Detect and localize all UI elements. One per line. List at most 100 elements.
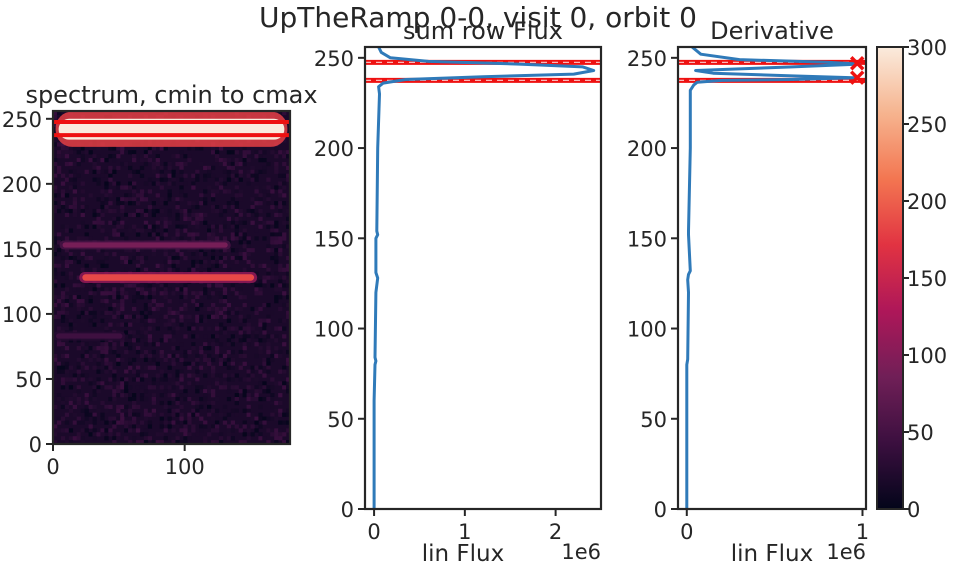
heatmap-cell [60, 181, 66, 186]
heatmap-cell [183, 436, 188, 441]
heatmap-cell [159, 400, 164, 406]
heatmap-cell [80, 428, 85, 433]
heatmap-cell [222, 263, 228, 269]
heatmap-cell [132, 330, 137, 335]
heatmap-cell [262, 373, 267, 378]
heatmap-cell [56, 165, 62, 171]
heatmap-cell [96, 408, 101, 413]
heatmap-cell [250, 154, 255, 159]
heatmap-cell [175, 377, 180, 382]
heatmap-cell [112, 346, 117, 351]
heatmap-cell [218, 224, 224, 229]
heatmap-cell [242, 440, 247, 445]
heatmap-cell [53, 424, 58, 429]
heatmap-cell [104, 357, 109, 363]
heatmap-cell [143, 255, 149, 261]
heatmap-cell [211, 291, 216, 296]
heatmap-cell [218, 440, 224, 445]
heatmap-cell [226, 326, 232, 331]
heatmap-cell [108, 322, 113, 327]
heatmap-cell [199, 197, 204, 202]
heatmap-cell [96, 177, 101, 182]
heatmap-cell [124, 224, 129, 229]
heatmap-cell [132, 201, 137, 206]
heatmap-cell [151, 201, 156, 206]
heatmap-cell [207, 173, 212, 178]
heatmap-cell [116, 185, 121, 190]
heatmap-cell [270, 432, 275, 437]
heatmap-cell [159, 263, 164, 269]
heatmap-cell [132, 193, 137, 198]
heatmap-cell [242, 326, 247, 331]
heatmap-cell [234, 236, 239, 241]
heatmap-cell [278, 236, 283, 241]
heatmap-cell [226, 318, 232, 323]
heatmap-cell [96, 389, 101, 394]
heatmap-cell [167, 365, 172, 370]
heatmap-cell [171, 169, 176, 174]
heatmap-cell [143, 267, 149, 272]
heatmap-cell [112, 389, 117, 394]
heatmap-cell [151, 393, 156, 398]
heatmap-cell [124, 197, 129, 202]
heatmap-cell [234, 400, 239, 406]
heatmap-cell [214, 424, 220, 429]
heatmap-cell [250, 173, 255, 178]
heatmap-cell [92, 393, 97, 398]
heatmap-cell [84, 310, 89, 316]
heatmap-cell [132, 393, 137, 398]
heatmap-cell [226, 248, 232, 253]
heatmap-cell [84, 393, 89, 398]
heatmap-cell [56, 428, 62, 433]
heatmap-cell [80, 197, 85, 202]
x-tick-label: 0 [367, 520, 380, 544]
heatmap-cell [143, 181, 149, 186]
heatmap-cell [254, 428, 259, 433]
heatmap-cell [76, 275, 81, 280]
heatmap-cell [64, 299, 70, 304]
heatmap-cell [242, 361, 247, 366]
heatmap-cell [191, 212, 196, 218]
heatmap-cell [151, 306, 156, 312]
heatmap-cell [254, 420, 259, 425]
y-tick-label: 100 [627, 318, 667, 342]
heatmap-cell [92, 314, 97, 319]
heatmap-cell [187, 232, 192, 237]
heatmap-cell [211, 232, 216, 237]
heatmap-cell [120, 302, 125, 308]
heatmap-cell [96, 165, 101, 171]
heatmap-cell [92, 436, 97, 441]
heatmap-cell [163, 373, 168, 378]
heatmap-cell [72, 295, 77, 300]
heatmap-cell [282, 373, 287, 378]
heatmap-cell [250, 369, 255, 374]
heatmap-cell [266, 220, 271, 225]
heatmap-cell [64, 259, 70, 265]
heatmap-cell [92, 389, 97, 394]
heatmap-cell [175, 326, 180, 331]
heatmap-cell [84, 408, 89, 413]
heatmap-cell [56, 193, 62, 198]
heatmap-cell [175, 408, 180, 413]
heatmap-cell [179, 318, 184, 323]
heatmap-cell [159, 197, 164, 202]
heatmap-cell [211, 373, 216, 378]
heatmap-cell [266, 248, 271, 253]
heatmap-cell [143, 283, 149, 288]
heatmap-cell [104, 299, 109, 304]
heatmap-cell [242, 161, 247, 167]
heatmap-cell [175, 267, 180, 272]
heatmap-cell [76, 299, 81, 304]
heatmap-cell [274, 326, 279, 331]
heatmap-cell [234, 291, 239, 296]
heatmap-cell [179, 353, 184, 359]
heatmap-cell [266, 193, 271, 198]
heatmap-cell [274, 224, 279, 229]
heatmap-cell [163, 420, 168, 425]
heatmap-cell [270, 412, 275, 417]
y-tick-label: 0 [654, 498, 667, 522]
heatmap-cell [211, 306, 216, 312]
heatmap-cell [187, 201, 192, 206]
heatmap-cell [175, 173, 180, 178]
heatmap-cell [199, 255, 204, 261]
